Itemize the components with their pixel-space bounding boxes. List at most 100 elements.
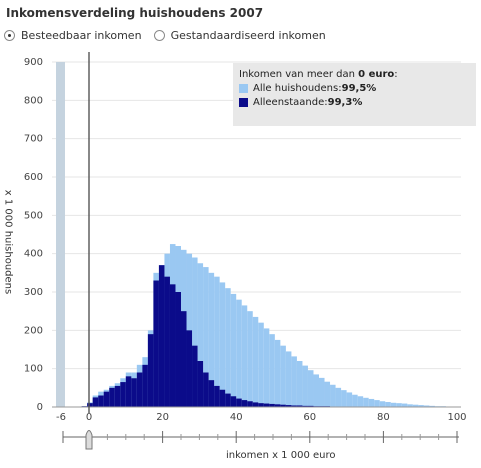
bar-alle-huishoudens (302, 365, 308, 407)
x-tick-label: 0 (86, 412, 92, 423)
radio-label: Gestandaardiseerd inkomen (170, 29, 326, 42)
bar-alleenstaande (247, 401, 253, 407)
bar-alle-huishoudens (296, 361, 303, 407)
y-tick-label: 300 (24, 287, 43, 298)
legend-item-alle-huishoudens: Alle huishoudens: 99,5% (239, 83, 376, 94)
bar-alleenstaande (296, 405, 303, 407)
y-tick-label: 0 (37, 402, 43, 413)
bar-alle-huishoudens (313, 374, 319, 407)
bar-alle-huishoudens (307, 370, 314, 407)
y-tick-label: 700 (24, 134, 43, 145)
bar-alleenstaande (263, 403, 270, 407)
bar-alle-huishoudens (192, 257, 198, 407)
bar-alle-huishoudens (252, 316, 259, 407)
y-tick-label: 200 (24, 325, 43, 336)
x-tick-label: 60 (303, 412, 316, 423)
bar-alle-huishoudens (346, 392, 353, 407)
bar-alleenstaande (236, 398, 242, 407)
bar-alleenstaande (241, 400, 248, 407)
bar-alleenstaande (98, 395, 104, 407)
bar-alle-huishoudens (247, 311, 253, 407)
bar-alleenstaande (92, 397, 99, 407)
bar-alleenstaande (103, 391, 110, 407)
bar-alle-huishoudens (374, 400, 380, 407)
x-tick-label: 100 (447, 412, 466, 423)
bar-alleenstaande (181, 311, 187, 407)
bar-alleenstaande (114, 385, 121, 407)
bar-alle-huishoudens (285, 351, 292, 407)
bar-alle-huishoudens (357, 396, 364, 407)
bar-alleenstaande (197, 361, 204, 407)
y-tick-label: 400 (24, 249, 43, 260)
bar-alleenstaande (274, 404, 281, 407)
bar-alle-huishoudens (219, 282, 226, 407)
bar-alle-huishoudens (379, 401, 386, 407)
x-tick-label: -6 (56, 412, 66, 423)
bar-alle-huishoudens (230, 293, 237, 407)
bar-alle-huishoudens (385, 402, 391, 407)
bar-alleenstaande (125, 376, 132, 407)
bar-alleenstaande (131, 378, 137, 407)
x-tick-label: 40 (230, 412, 243, 423)
bar-alle-huishoudens (269, 334, 275, 407)
y-tick-label: 600 (24, 172, 43, 183)
bar-alleenstaande (153, 280, 159, 407)
bar-alle-huishoudens (335, 387, 342, 407)
bar-alle-huishoudens (214, 276, 220, 407)
bar-alleenstaande (120, 382, 126, 407)
bar-alleenstaande (230, 396, 237, 407)
bar-alle-huishoudens (280, 345, 286, 407)
bar-alleenstaande (219, 389, 226, 407)
x-tick-label: 80 (377, 412, 390, 423)
bar-alle-huishoudens (330, 384, 336, 407)
y-tick-label: 800 (24, 95, 43, 106)
radio-label: Besteedbaar inkomen (21, 29, 142, 42)
bar-alle-huishoudens (418, 405, 424, 407)
bar-alleenstaande (291, 405, 297, 407)
bar-alle-huishoudens (241, 305, 248, 407)
bar-alleenstaande (147, 334, 154, 407)
income-type-radio-group: Besteedbaar inkomen Gestandaardiseerd in… (4, 29, 338, 42)
bar-alleenstaande (186, 330, 193, 407)
bar-alle-huishoudens (390, 402, 397, 407)
radio-besteedbaar-inkomen[interactable]: Besteedbaar inkomen (4, 29, 142, 42)
legend-header: Inkomen van meer dan 0 euro: (239, 69, 398, 80)
y-tick-label: 100 (24, 364, 43, 375)
legend-panel: Inkomen van meer dan 0 euro: Alle huisho… (233, 63, 476, 126)
x-axis-label: inkomen x 1 000 euro (226, 450, 336, 461)
bar-alle-huishoudens (407, 404, 413, 407)
bar-alle-huishoudens (197, 263, 204, 407)
bar-alle-huishoudens (236, 299, 242, 407)
bar-alleenstaande (214, 385, 220, 407)
x-tick-label: 20 (156, 412, 169, 423)
bar-alle-huishoudens (412, 404, 419, 407)
bar-alleenstaande (158, 265, 165, 407)
bar-alle-huishoudens (225, 288, 231, 407)
bar-alleenstaande (169, 284, 176, 407)
y-tick-label: 900 (24, 57, 43, 68)
bar-alle-huishoudens (324, 381, 331, 407)
bar-alle-huishoudens (352, 394, 358, 407)
legend-swatch (239, 98, 248, 107)
bar-alle-huishoudens (208, 272, 215, 407)
radio-selected-icon[interactable] (4, 30, 15, 41)
bar-alleenstaande (208, 380, 215, 407)
bar-alleenstaande (258, 403, 264, 407)
bar-alle-huishoudens (396, 403, 402, 407)
bar-alle-huishoudens (274, 339, 281, 407)
bar-alleenstaande (192, 345, 198, 407)
bar-alle-huishoudens (341, 390, 347, 407)
legend-item-alleenstaande: Alleenstaande: 99,3% (239, 97, 362, 108)
page-title: Inkomensverdeling huishoudens 2007 (6, 6, 264, 20)
bar-alleenstaande (307, 405, 314, 407)
slider-thumb[interactable] (85, 430, 93, 450)
bar-alleenstaande (164, 276, 170, 407)
radio-unselected-icon[interactable] (153, 30, 165, 41)
bar-alleenstaande (285, 405, 292, 407)
bar-alleenstaande (302, 405, 308, 407)
bar-alle-huishoudens (258, 322, 264, 407)
radio-gestandaardiseerd-inkomen[interactable]: Gestandaardiseerd inkomen (153, 29, 326, 42)
bar-alle-huishoudens (203, 267, 209, 407)
bar-alle-huishoudens (423, 405, 430, 407)
legend-swatch (239, 84, 248, 93)
